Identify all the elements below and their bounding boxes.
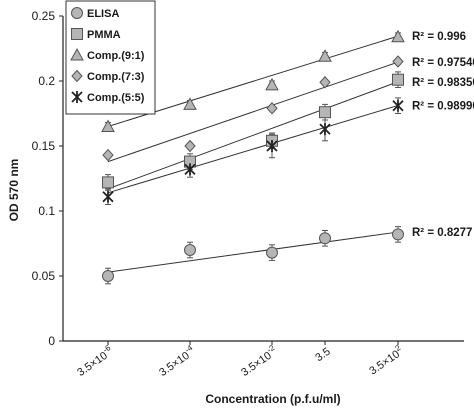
legend-marker (71, 28, 83, 40)
x-axis-title: Concentration (p.f.u/ml) (205, 392, 340, 406)
data-point (392, 228, 404, 241)
y-tick-label: 0.2 (38, 74, 55, 88)
trendlines (107, 35, 399, 273)
x-ticks: 3.5×10-63.5×10-43.5×10-2 3.5 3.5×102 (73, 341, 407, 379)
y-tick-label: 0.1 (38, 204, 55, 218)
data-point (102, 270, 114, 282)
trendline (107, 231, 399, 273)
x-tick-base: 3.5×10 (75, 350, 110, 379)
r2-label: R² = 0.8277 (412, 227, 472, 239)
y-ticks: 0 0.05 0.1 0.15 0.2 0.25 (32, 9, 63, 348)
r2-labels: R² = 0.8277 R² = 0.98350 R² = 0.996 R² = 0.… (412, 31, 474, 239)
data-points (101, 29, 405, 282)
data-point (319, 232, 331, 245)
x-tick-exponent: -4 (183, 343, 194, 355)
legend: ELISA PMMA Comp.(9:1) Comp.(7:3) Comp.(5:5) (65, 0, 156, 115)
legend-label: Comp.(7:3) (87, 71, 145, 83)
trendline (107, 81, 399, 190)
data-point (102, 176, 114, 189)
r2-label: R² = 0.97540 (412, 57, 474, 69)
data-point (184, 244, 196, 256)
trendline (107, 35, 399, 127)
x-tick-label: 3.5 (313, 346, 332, 365)
legend-label: Comp.(9:1) (87, 50, 145, 62)
x-tick-exponent: 2 (393, 343, 402, 353)
data-point (319, 106, 331, 119)
x-tick-base: 3.5×10 (157, 350, 192, 379)
data-point (392, 55, 404, 68)
y-tick-label: 0.05 (32, 269, 56, 283)
legend-marker (71, 7, 83, 19)
x-tick-label: 3.5×10-6 (73, 343, 116, 379)
x-tick-label: 3.5×10-2 (237, 343, 280, 379)
data-point (391, 29, 405, 43)
x-tick-exponent: -2 (265, 343, 276, 355)
trendline (107, 61, 399, 163)
data-point (101, 119, 115, 132)
axes (62, 16, 464, 342)
data-point (266, 140, 278, 152)
x-tick-exponent: -6 (101, 343, 112, 355)
data-point (102, 148, 114, 162)
data-point (183, 97, 197, 110)
y-tick-label: 0 (48, 334, 55, 348)
r2-label: R² = 0.98990 (412, 100, 474, 112)
y-axis-title: OD 570 nm (7, 159, 21, 222)
legend-marker (71, 91, 83, 103)
x-tick-label: 3.5×102 (366, 343, 407, 378)
trendline (107, 104, 399, 194)
y-tick-label: 0.15 (32, 139, 56, 153)
legend-marker (71, 69, 83, 83)
data-point (392, 73, 404, 86)
x-tick-base: 3.5 (313, 346, 332, 365)
legend-label: PMMA (87, 29, 121, 41)
x-tick-label: 3.5×10-4 (155, 343, 198, 379)
data-point (266, 246, 278, 259)
x-tick-base: 3.5×10 (367, 348, 402, 377)
data-point (265, 77, 279, 91)
x-tick-base: 3.5×10 (239, 350, 274, 379)
data-point (266, 102, 278, 115)
legend-label: ELISA (87, 8, 119, 20)
data-point (319, 76, 331, 89)
data-point (392, 99, 404, 112)
data-point (184, 163, 196, 176)
legend-marker (70, 47, 84, 61)
data-point (184, 139, 196, 153)
data-point (102, 190, 114, 203)
r2-label: R² = 0.98350 (412, 77, 474, 89)
data-point (318, 49, 332, 62)
r2-label: R² = 0.996 (412, 31, 466, 43)
legend-label: Comp.(5:5) (87, 92, 145, 104)
y-tick-label: 0.25 (32, 9, 56, 23)
data-point (319, 123, 331, 136)
